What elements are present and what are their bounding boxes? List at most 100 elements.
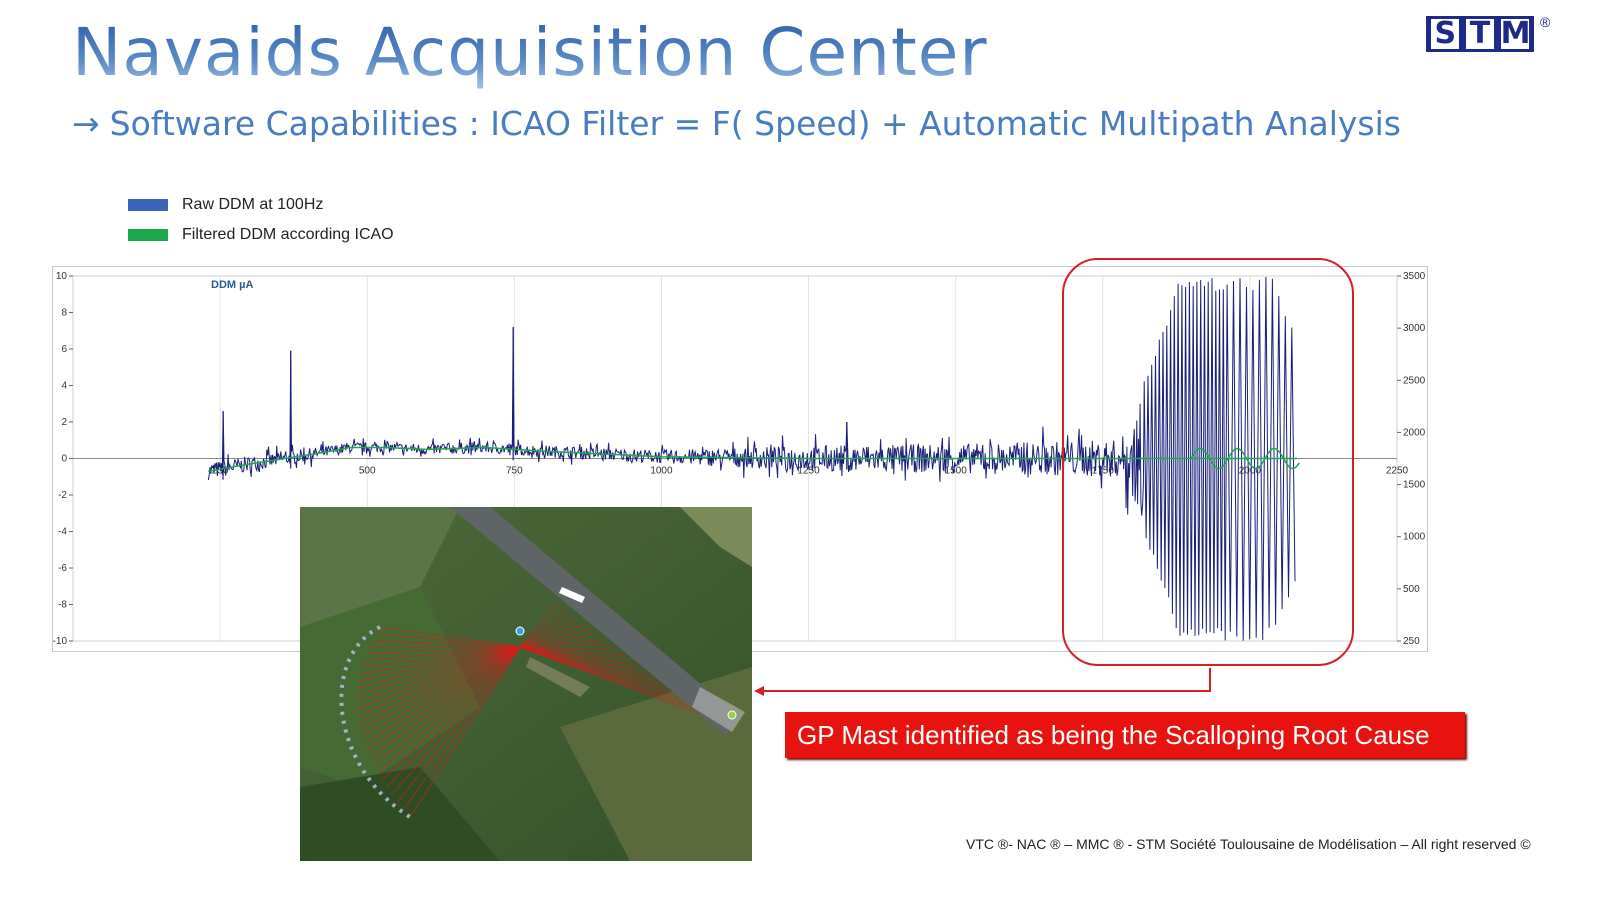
multipath-ray-11 <box>355 646 521 703</box>
scalloping-highlight-box <box>1062 258 1354 666</box>
map-runway-marking <box>559 587 585 603</box>
x-tick-label-1: 500 <box>359 466 376 477</box>
runway-ray-16 <box>519 646 665 688</box>
reference-marker <box>727 710 737 720</box>
chart-legend: Raw DDM at 100Hz Filtered DDM according … <box>128 190 394 250</box>
ddm-chart-svg: 10 8 6 4 2 0 -2 -4 -6 -8 -10 3500 3000 2500 2000 1500 10… <box>53 271 1426 647</box>
x-tick-label-3: 1000 <box>650 466 673 477</box>
subtitle-text: Software Capabilities : ICAO Filter = F(… <box>109 104 1401 143</box>
runway-ray-21 <box>519 646 699 714</box>
y-tick-label-9: -8 <box>58 600 67 611</box>
multipath-ray-15 <box>359 646 521 731</box>
measurement-arc <box>339 625 412 819</box>
runway-ray-1 <box>519 607 565 648</box>
runway-ray-0 <box>519 602 559 648</box>
legend-label-filtered: Filtered DDM according ICAO <box>182 226 394 243</box>
legend-swatch-raw <box>128 199 168 211</box>
multipath-ray-21 <box>377 646 521 774</box>
x-tick-label-6: 1750 <box>1092 466 1115 477</box>
legend-item-filtered: Filtered DDM according ICAO <box>128 220 394 250</box>
legend-swatch-filtered <box>128 229 168 241</box>
map-field-5 <box>680 507 752 567</box>
map-parking <box>526 657 590 697</box>
runway-ray-13 <box>519 646 645 672</box>
map-runway <box>450 507 740 735</box>
y2-tick-label-7: 250 <box>1403 636 1420 647</box>
logo-letter-s: S <box>1431 19 1460 49</box>
connector-arrow-icon <box>754 686 764 696</box>
multipath-ray-18 <box>366 646 521 752</box>
map-field-4 <box>300 767 500 861</box>
multipath-ray-20 <box>373 646 521 767</box>
map-svg <box>300 507 752 861</box>
y2-tick-label-3: 2000 <box>1403 427 1426 438</box>
y-tick-label-6: -2 <box>58 490 67 501</box>
root-cause-callout: GP Mast identified as being the Scallopi… <box>785 712 1465 758</box>
multipath-ray-17 <box>363 646 521 745</box>
y-tick-label-10: -10 <box>53 636 67 647</box>
y-tick-label-1: 8 <box>61 308 67 319</box>
map-field-1 <box>300 507 460 627</box>
runway-ray-3 <box>519 618 579 648</box>
multipath-ray-5 <box>362 646 521 662</box>
runway-ray-11 <box>519 646 632 661</box>
arrow-right-icon: → <box>72 104 100 143</box>
y-tick-label-3: 4 <box>61 381 67 392</box>
multipath-rays <box>355 602 699 818</box>
multipath-ray-22 <box>381 646 521 781</box>
y2-tick-label-1: 3000 <box>1403 323 1426 334</box>
multipath-ray-14 <box>357 646 521 724</box>
multipath-ray-27 <box>409 646 521 818</box>
runway-ray-5 <box>519 628 592 648</box>
multipath-ray-25 <box>397 646 521 803</box>
runway-ray-8 <box>519 644 612 648</box>
multipath-ray-2 <box>371 640 521 648</box>
multipath-ray-1 <box>375 633 521 648</box>
multipath-ray-24 <box>391 646 521 796</box>
multipath-ray-7 <box>358 646 521 675</box>
series-oscillation-filtered-ddm <box>1190 447 1300 470</box>
x-tick-label-8: 2250 <box>1386 466 1409 477</box>
runway-ray-10 <box>519 646 625 656</box>
y2-tick-label-2: 2500 <box>1403 375 1426 386</box>
runway-ray-6 <box>519 634 599 648</box>
x-tick-label-5: 1500 <box>945 466 968 477</box>
multipath-ray-10 <box>355 646 521 696</box>
y-tick-label-2: 6 <box>61 344 67 355</box>
page-title: Navaids Acquisition Center <box>72 14 988 91</box>
runway-ray-9 <box>519 646 619 651</box>
map-threshold <box>692 687 745 732</box>
logo-letter-m: M <box>1500 16 1531 51</box>
logo-letter-t: T <box>1465 19 1494 49</box>
registered-mark: ® <box>1540 14 1551 30</box>
y-tick-label-0: 10 <box>56 271 68 282</box>
runway-ray-20 <box>519 646 692 709</box>
y2-tick-label-4: 1500 <box>1403 480 1426 491</box>
runway-ray-14 <box>519 646 652 677</box>
x-tick-label-4: 1250 <box>797 466 820 477</box>
multipath-ray-12 <box>356 646 521 710</box>
y2-tick-label-0: 3500 <box>1403 271 1426 282</box>
y-tick-label-8: -6 <box>58 563 67 574</box>
x-tick-label-2: 750 <box>506 466 523 477</box>
legend-item-raw: Raw DDM at 100Hz <box>128 190 394 220</box>
copyright-footer: VTC ®- NAC ® – MMC ® - STM Société Toulo… <box>966 836 1531 852</box>
multipath-ray-4 <box>365 646 521 655</box>
y-tick-label-7: -4 <box>58 527 67 538</box>
runway-ray-12 <box>519 646 639 667</box>
y-tick-label-5: 0 <box>61 454 67 465</box>
legend-label-raw: Raw DDM at 100Hz <box>182 196 324 213</box>
x-tick-label-7: 2000 <box>1239 466 1262 477</box>
multipath-ray-26 <box>403 646 521 810</box>
y2-tick-label-6: 500 <box>1403 584 1420 595</box>
runway-ray-7 <box>519 639 605 648</box>
runway-ray-2 <box>519 613 572 648</box>
y-axis-label: DDM µA <box>211 279 253 291</box>
page-subtitle: → Software Capabilities : ICAO Filter = F… <box>72 104 1401 143</box>
y2-tick-label-5: 1000 <box>1403 532 1426 543</box>
multipath-ray-0 <box>379 626 521 648</box>
multipath-ray-13 <box>356 646 521 717</box>
multipath-ray-8 <box>357 646 521 682</box>
multipath-ray-6 <box>360 646 521 668</box>
multipath-ray-9 <box>356 646 521 689</box>
